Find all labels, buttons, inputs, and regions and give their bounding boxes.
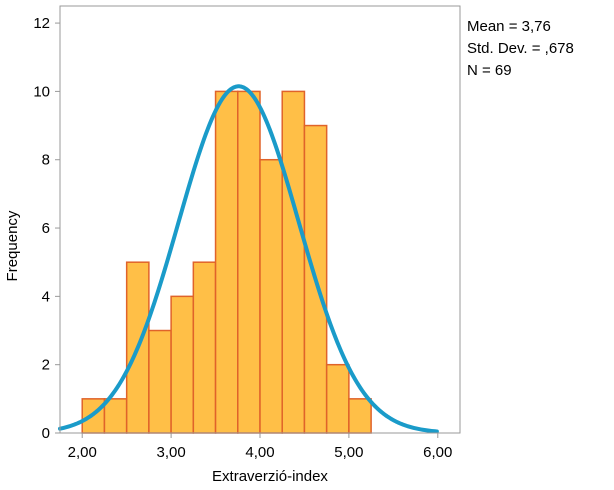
x-axis-label: Extraverzió-index	[212, 468, 328, 485]
bars-layer	[81, 90, 372, 434]
ticks-layer: 0 2 4 6 8 10 12 2,00 3,00 4,00 5,00 6,00	[33, 15, 452, 461]
histogram-bar-12	[348, 398, 372, 434]
histogram-bar-6	[214, 90, 239, 434]
y-tick-label-1: 2	[42, 357, 50, 374]
std-dev-stat: Std. Dev. = ,678	[467, 40, 574, 57]
y-tick-label-0: 0	[42, 425, 50, 442]
histogram-bar-8	[259, 158, 283, 434]
x-tick-label-2: 4,00	[245, 444, 274, 461]
x-tick-label-0: 2,00	[68, 444, 97, 461]
y-axis-label: Frequency	[4, 210, 21, 281]
n-stat: N = 69	[467, 62, 512, 79]
histogram-bar-1	[103, 398, 128, 434]
y-tick-label-3: 6	[42, 220, 50, 237]
y-tick-label-6: 12	[33, 15, 50, 32]
stats-box: Mean = 3,76 Std. Dev. = ,678 N = 69	[467, 16, 574, 82]
y-tick-label-4: 8	[42, 152, 50, 169]
histogram-bar-4	[170, 295, 195, 434]
x-tick-label-3: 5,00	[334, 444, 363, 461]
normal-curve	[58, 84, 439, 434]
histogram-bar-5	[192, 261, 217, 434]
histogram-bar-9	[281, 90, 306, 434]
x-tick-label-1: 3,00	[157, 444, 186, 461]
histogram-bar-3	[148, 329, 172, 434]
y-tick-label-5: 10	[33, 83, 50, 100]
curve-layer	[58, 84, 439, 434]
mean-stat: Mean = 3,76	[467, 18, 551, 35]
x-tick-label-4: 6,00	[423, 444, 452, 461]
histogram-bar-7	[237, 90, 261, 434]
y-tick-label-2: 4	[42, 288, 50, 305]
histogram-bar-11	[325, 363, 350, 434]
